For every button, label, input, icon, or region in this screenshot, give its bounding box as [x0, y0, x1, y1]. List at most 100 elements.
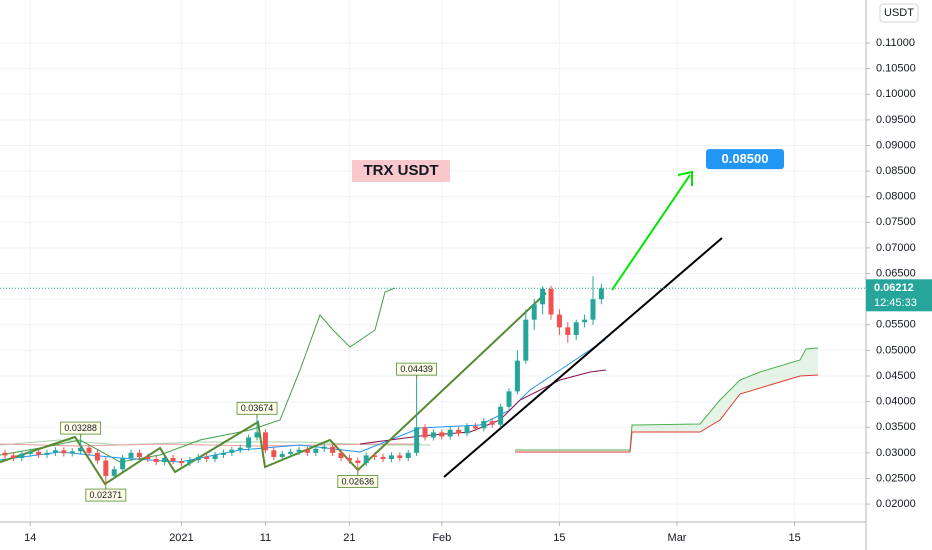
x-tick-label: Mar: [668, 532, 687, 544]
y-tick-label: 0.09500: [876, 114, 916, 126]
candle-body: [430, 432, 436, 438]
candle-body: [447, 429, 453, 437]
x-tick-label: Feb: [432, 532, 451, 544]
candle-body: [514, 360, 520, 392]
candle-body: [422, 427, 428, 438]
candle-body: [506, 391, 512, 407]
candle-body: [464, 426, 470, 434]
candle-body: [481, 421, 487, 429]
candle-body: [338, 452, 344, 458]
x-tick-label: 15: [553, 532, 565, 544]
candle-body: [414, 427, 420, 453]
candle-body: [187, 460, 193, 464]
x-tick-label: 11: [260, 532, 271, 544]
candle-body: [212, 454, 218, 459]
last-price-box: [866, 279, 932, 312]
candle-body: [279, 453, 285, 457]
candle-body: [556, 314, 562, 328]
target-box: [706, 149, 784, 170]
pivot-label: 0.02371: [90, 490, 123, 500]
y-tick-label: 0.06500: [876, 267, 916, 279]
x-tick-label: 21: [343, 532, 355, 544]
x-tick-label: 14: [24, 532, 36, 544]
y-tick-label: 0.07500: [876, 216, 916, 228]
x-tick-label: 2021: [169, 532, 193, 544]
candle-body: [170, 457, 176, 462]
y-tick-label: 0.05500: [876, 319, 916, 331]
candle-body: [178, 461, 184, 464]
candle-body: [69, 451, 75, 454]
candle-body: [162, 457, 168, 463]
candle-body: [128, 452, 134, 458]
candle-body: [346, 457, 352, 461]
last-price-label: 0.06212: [874, 282, 914, 294]
y-tick-label: 0.03000: [876, 447, 916, 459]
candle-body: [120, 457, 126, 470]
candle-body: [136, 452, 142, 457]
y-tick-label: 0.04500: [876, 370, 916, 382]
candle-body: [288, 451, 294, 454]
candle-body: [86, 447, 92, 453]
senkou-b: [515, 374, 819, 453]
pivot-box: [396, 362, 438, 376]
candle-body: [94, 452, 100, 461]
chart-title: TRX USDT: [364, 162, 439, 179]
candle-body: [19, 453, 25, 458]
pivot-label: 0.03288: [64, 423, 97, 433]
y-tick-label: 0.08500: [876, 165, 916, 177]
cloud: [630, 348, 818, 452]
candle-body: [153, 458, 159, 463]
arrow-head: [677, 170, 693, 186]
candle-body: [439, 432, 445, 437]
candle-body: [10, 455, 16, 458]
candle-body: [489, 421, 495, 425]
candle-body: [531, 304, 537, 320]
candle-body: [61, 450, 67, 454]
candle-body: [540, 288, 546, 305]
candle-body: [456, 429, 462, 434]
cloud-past-a: [0, 439, 430, 446]
candle-body: [111, 469, 117, 476]
candle-body: [262, 432, 268, 451]
y-tick-label: 0.04000: [876, 396, 916, 408]
candle-body: [372, 455, 378, 457]
candle-body: [582, 319, 588, 323]
pivot-box: [337, 475, 379, 488]
candle-body: [204, 456, 210, 459]
base-line: [359, 369, 607, 445]
y-tick-label: 0.10000: [876, 88, 916, 100]
y-tick-label: 0.03500: [876, 421, 916, 433]
candle-body: [405, 452, 411, 458]
candles: [2, 276, 604, 486]
candle-body: [321, 446, 327, 449]
candle-body: [246, 437, 252, 448]
candle-body: [2, 452, 8, 456]
candle-body: [52, 450, 58, 453]
zigzag: [0, 292, 547, 486]
candle-body: [355, 460, 361, 464]
candle-body: [523, 319, 529, 361]
candle-body: [44, 452, 50, 455]
candle-body: [229, 449, 235, 453]
pivot-label: 0.04439: [400, 364, 433, 374]
candle-body: [397, 455, 403, 458]
y-tick-label: 0.02000: [876, 498, 916, 510]
y-tick-label: 0.08000: [876, 191, 916, 203]
target-arrow: [611, 174, 691, 291]
candle-body: [590, 299, 596, 320]
candle-body: [145, 456, 151, 459]
candle-body: [573, 322, 579, 336]
candle-body: [254, 432, 260, 438]
pivot-box: [85, 488, 127, 502]
candle-body: [380, 456, 386, 459]
candle-body: [598, 288, 604, 300]
candle-body: [36, 451, 42, 455]
candle-body: [548, 288, 554, 315]
candle-body: [103, 460, 109, 476]
trendline: [443, 237, 723, 478]
candle-body: [565, 327, 571, 336]
candle-body: [388, 455, 394, 459]
candle-body: [195, 456, 201, 461]
